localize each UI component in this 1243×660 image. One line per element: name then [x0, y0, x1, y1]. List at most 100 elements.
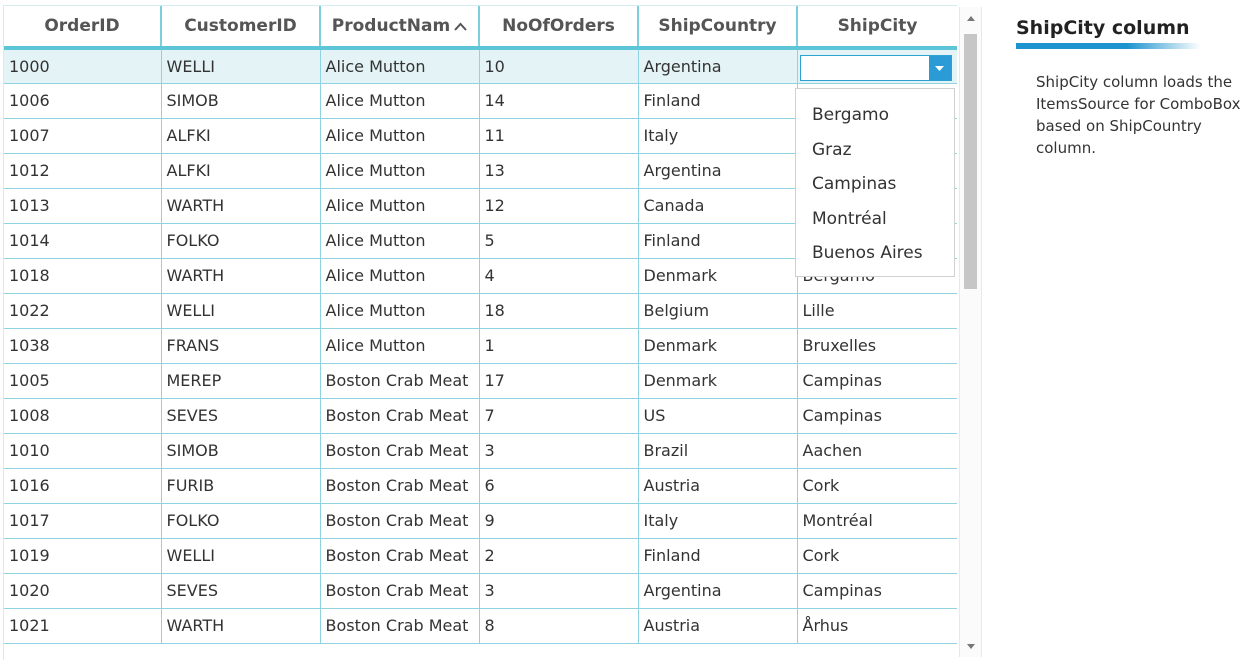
shipcity-dropdown-list[interactable]: Bergamo Graz Campinas Montréal Buenos Ai…	[795, 88, 955, 277]
cell-no-of-orders[interactable]: 11	[479, 118, 639, 154]
cell-ship-country[interactable]: Finland	[638, 83, 798, 119]
cell-customer-id[interactable]: SEVES	[161, 398, 321, 434]
cell-order-id[interactable]: 1005	[4, 363, 162, 399]
cell-product-name[interactable]: Alice Mutton	[320, 223, 480, 259]
cell-order-id[interactable]: 1021	[4, 608, 162, 644]
shipcity-combobox[interactable]	[799, 55, 952, 81]
cell-order-id[interactable]: 1012	[4, 153, 162, 189]
cell-customer-id[interactable]: WARTH	[161, 258, 321, 294]
dropdown-option[interactable]: Campinas	[812, 174, 897, 194]
cell-order-id[interactable]: 1014	[4, 223, 162, 259]
cell-ship-country[interactable]: Denmark	[638, 328, 798, 364]
table-row[interactable]: 1021 WARTH Boston Crab Meat 8 Austria Århus	[4, 608, 957, 644]
cell-ship-country[interactable]: Italy	[638, 118, 798, 154]
cell-no-of-orders[interactable]: 4	[479, 258, 639, 294]
cell-product-name[interactable]: Boston Crab Meat	[320, 468, 480, 504]
cell-no-of-orders[interactable]: 9	[479, 503, 639, 539]
table-row[interactable]: 1008 SEVES Boston Crab Meat 7 US Campinas	[4, 398, 957, 434]
cell-product-name[interactable]: Alice Mutton	[320, 293, 480, 329]
column-header-shipcountry[interactable]: ShipCountry	[638, 6, 798, 50]
cell-product-name[interactable]: Boston Crab Meat	[320, 398, 480, 434]
cell-ship-country[interactable]: Belgium	[638, 293, 798, 329]
cell-product-name[interactable]: Alice Mutton	[320, 153, 480, 189]
cell-product-name[interactable]: Alice Mutton	[320, 83, 480, 119]
cell-ship-city[interactable]	[797, 48, 957, 84]
dropdown-option[interactable]: Graz	[812, 139, 852, 160]
cell-order-id[interactable]: 1038	[4, 328, 162, 364]
table-row[interactable]: 1038 FRANS Alice Mutton 1 Denmark Bruxelles	[4, 328, 957, 364]
cell-customer-id[interactable]: WELLI	[161, 538, 321, 574]
cell-ship-city[interactable]: Bruxelles	[797, 328, 957, 364]
cell-customer-id[interactable]: SIMOB	[161, 433, 321, 469]
cell-no-of-orders[interactable]: 17	[479, 363, 639, 399]
cell-ship-city[interactable]: Montréal	[797, 503, 957, 539]
cell-ship-country[interactable]: Brazil	[638, 433, 798, 469]
cell-ship-country[interactable]: Finland	[638, 223, 798, 259]
cell-customer-id[interactable]: WELLI	[161, 48, 321, 84]
cell-no-of-orders[interactable]: 7	[479, 398, 639, 434]
cell-ship-country[interactable]: Argentina	[638, 48, 798, 84]
cell-order-id[interactable]: 1022	[4, 293, 162, 329]
cell-order-id[interactable]: 1016	[4, 468, 162, 504]
cell-product-name[interactable]: Boston Crab Meat	[320, 573, 480, 609]
column-header-noofOrders[interactable]: NoOfOrders	[479, 6, 639, 50]
cell-ship-country[interactable]: Canada	[638, 188, 798, 224]
cell-customer-id[interactable]: SIMOB	[161, 83, 321, 119]
cell-ship-country[interactable]: Austria	[638, 468, 798, 504]
cell-ship-country[interactable]: Finland	[638, 538, 798, 574]
cell-ship-country[interactable]: Argentina	[638, 153, 798, 189]
cell-no-of-orders[interactable]: 5	[479, 223, 639, 259]
cell-customer-id[interactable]: SEVES	[161, 573, 321, 609]
cell-no-of-orders[interactable]: 14	[479, 83, 639, 119]
caret-down-icon[interactable]	[928, 56, 951, 80]
cell-ship-country[interactable]: Denmark	[638, 363, 798, 399]
cell-order-id[interactable]: 1007	[4, 118, 162, 154]
cell-no-of-orders[interactable]: 3	[479, 573, 639, 609]
cell-customer-id[interactable]: WELLI	[161, 293, 321, 329]
cell-ship-city[interactable]: Aachen	[797, 433, 957, 469]
cell-no-of-orders[interactable]: 13	[479, 153, 639, 189]
cell-customer-id[interactable]: WARTH	[161, 608, 321, 644]
cell-product-name[interactable]: Boston Crab Meat	[320, 363, 480, 399]
vertical-scrollbar[interactable]	[959, 7, 982, 657]
cell-product-name[interactable]: Alice Mutton	[320, 48, 480, 84]
cell-ship-city[interactable]: Cork	[797, 468, 957, 504]
cell-ship-city[interactable]: Campinas	[797, 363, 957, 399]
cell-customer-id[interactable]: WARTH	[161, 188, 321, 224]
column-header-shipcity[interactable]: ShipCity	[797, 6, 957, 50]
column-header-customerid[interactable]: CustomerID	[161, 6, 321, 50]
table-row[interactable]: 1020 SEVES Boston Crab Meat 3 Argentina Campi…	[4, 573, 957, 609]
cell-no-of-orders[interactable]: 12	[479, 188, 639, 224]
cell-product-name[interactable]: Alice Mutton	[320, 188, 480, 224]
cell-customer-id[interactable]: FOLKO	[161, 223, 321, 259]
cell-ship-city[interactable]: Campinas	[797, 573, 957, 609]
cell-product-name[interactable]: Boston Crab Meat	[320, 608, 480, 644]
cell-customer-id[interactable]: ALFKI	[161, 153, 321, 189]
cell-customer-id[interactable]: MEREP	[161, 363, 321, 399]
table-row[interactable]: 1019 WELLI Boston Crab Meat 2 Finland Cork	[4, 538, 957, 574]
scroll-up-arrow-icon[interactable]	[960, 7, 981, 29]
scrollbar-thumb[interactable]	[964, 34, 977, 289]
cell-no-of-orders[interactable]: 10	[479, 48, 639, 84]
table-row[interactable]: 1017 FOLKO Boston Crab Meat 9 Italy Montréal	[4, 503, 957, 539]
cell-customer-id[interactable]: FRANS	[161, 328, 321, 364]
cell-ship-country[interactable]: Austria	[638, 608, 798, 644]
cell-product-name[interactable]: Alice Mutton	[320, 328, 480, 364]
cell-no-of-orders[interactable]: 18	[479, 293, 639, 329]
cell-ship-city[interactable]: Campinas	[797, 398, 957, 434]
cell-ship-country[interactable]: Argentina	[638, 573, 798, 609]
cell-ship-country[interactable]: Denmark	[638, 258, 798, 294]
cell-customer-id[interactable]: ALFKI	[161, 118, 321, 154]
cell-product-name[interactable]: Alice Mutton	[320, 118, 480, 154]
cell-no-of-orders[interactable]: 8	[479, 608, 639, 644]
table-row[interactable]: 1022 WELLI Alice Mutton 18 Belgium Lille	[4, 293, 957, 329]
cell-customer-id[interactable]: FOLKO	[161, 503, 321, 539]
cell-ship-city[interactable]: Cork	[797, 538, 957, 574]
cell-customer-id[interactable]: FURIB	[161, 468, 321, 504]
cell-order-id[interactable]: 1013	[4, 188, 162, 224]
cell-ship-city[interactable]: Lille	[797, 293, 957, 329]
cell-order-id[interactable]: 1019	[4, 538, 162, 574]
cell-order-id[interactable]: 1006	[4, 83, 162, 119]
cell-order-id[interactable]: 1020	[4, 573, 162, 609]
